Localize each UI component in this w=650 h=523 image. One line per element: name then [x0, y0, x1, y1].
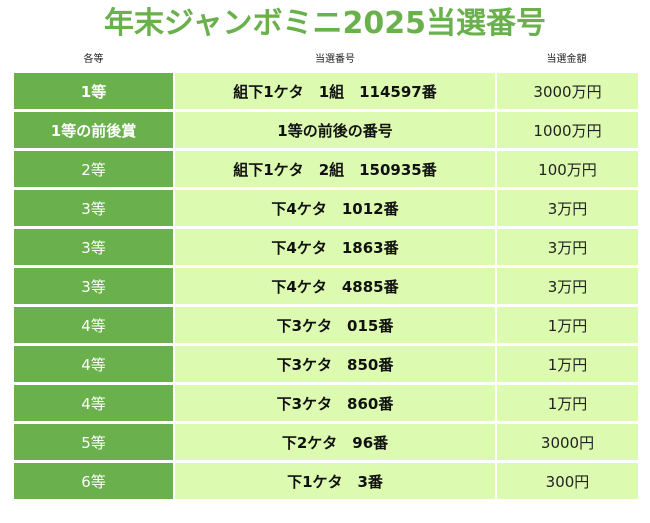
rank-cell: 1等の前後賞 [14, 112, 173, 148]
table-row: 3等 下4ケタ 1863番 3万円 [14, 229, 638, 265]
number-cell: 下3ケタ 850番 [175, 346, 495, 382]
page-title: 年末ジャンボミニ2025当選番号 [104, 6, 546, 41]
number-cell: 下1ケタ 3番 [175, 463, 495, 499]
amount-cell: 1万円 [497, 307, 638, 343]
rank-cell: 4等 [14, 385, 173, 421]
table-row: 4等 下3ケタ 850番 1万円 [14, 346, 638, 382]
table-row: 2等 組下1ケタ 2組 150935番 100万円 [14, 151, 638, 187]
rank-cell: 5等 [14, 424, 173, 460]
amount-cell: 3000円 [497, 424, 638, 460]
amount-cell: 1000万円 [497, 112, 638, 148]
table-row: 1等の前後賞 1等の前後の番号 1000万円 [14, 112, 638, 148]
rank-cell: 1等 [14, 73, 173, 109]
number-cell: 下4ケタ 4885番 [175, 268, 495, 304]
table-row: 6等 下1ケタ 3番 300円 [14, 463, 638, 499]
number-cell: 下3ケタ 860番 [175, 385, 495, 421]
table-row: 5等 下2ケタ 96番 3000円 [14, 424, 638, 460]
amount-cell: 3000万円 [497, 73, 638, 109]
table-row: 3等 下4ケタ 4885番 3万円 [14, 268, 638, 304]
rank-cell: 6等 [14, 463, 173, 499]
rank-cell: 4等 [14, 307, 173, 343]
table-row: 4等 下3ケタ 860番 1万円 [14, 385, 638, 421]
amount-cell: 3万円 [497, 229, 638, 265]
number-cell: 下4ケタ 1012番 [175, 190, 495, 226]
number-cell: 組下1ケタ 1組 114597番 [175, 73, 495, 109]
header-rank: 各等 [83, 54, 104, 65]
table-row: 3等 下4ケタ 1012番 3万円 [14, 190, 638, 226]
results-table: 1等 組下1ケタ 1組 114597番 3000万円 1等の前後賞 1等の前後の… [12, 70, 640, 502]
amount-cell: 300円 [497, 463, 638, 499]
header-number: 当選番号 [315, 54, 355, 65]
number-cell: 下2ケタ 96番 [175, 424, 495, 460]
amount-cell: 1万円 [497, 385, 638, 421]
number-cell: 下4ケタ 1863番 [175, 229, 495, 265]
amount-cell: 100万円 [497, 151, 638, 187]
rank-cell: 4等 [14, 346, 173, 382]
table-row: 4等 下3ケタ 015番 1万円 [14, 307, 638, 343]
header-amount: 当選金額 [546, 54, 587, 65]
amount-cell: 3万円 [497, 268, 638, 304]
table-row: 1等 組下1ケタ 1組 114597番 3000万円 [14, 73, 638, 109]
number-cell: 下3ケタ 015番 [175, 307, 495, 343]
number-cell: 1等の前後の番号 [175, 112, 495, 148]
rank-cell: 3等 [14, 229, 173, 265]
rank-cell: 3等 [14, 190, 173, 226]
number-cell: 組下1ケタ 2組 150935番 [175, 151, 495, 187]
rank-cell: 3等 [14, 268, 173, 304]
table-header: 各等 当選番号 当選金額 [14, 46, 637, 68]
amount-cell: 3万円 [497, 190, 638, 226]
rank-cell: 2等 [14, 151, 173, 187]
amount-cell: 1万円 [497, 346, 638, 382]
